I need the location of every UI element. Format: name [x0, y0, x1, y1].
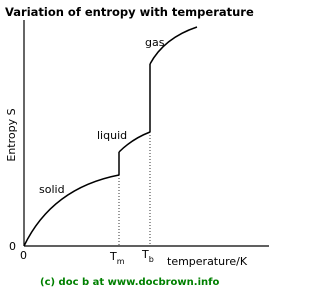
phase-label: liquid	[97, 129, 127, 142]
title: Variation of entropy with temperature	[5, 5, 254, 19]
gas-curve	[149, 26, 198, 65]
label-part: m	[117, 257, 125, 266]
x-axis-label: temperature/K	[167, 255, 248, 268]
x-tick-label: Tm	[109, 250, 125, 266]
label-part: T	[141, 248, 149, 261]
origin-label: 0	[20, 249, 27, 262]
phase-label: solid	[39, 183, 65, 196]
credit: (c) doc b at www.docbrown.info	[40, 277, 219, 288]
y-axis-label: Entropy S	[5, 108, 18, 161]
origin-label: 0	[9, 240, 16, 253]
x-tick-label: Tb	[141, 248, 154, 264]
label-part: b	[149, 255, 154, 264]
liquid-curve	[118, 131, 151, 153]
phase-label: gas	[145, 36, 165, 49]
solid-curve	[23, 174, 120, 247]
diagram: Variation of entropy with temperature En…	[0, 0, 273, 290]
label-part: T	[109, 250, 117, 263]
background	[0, 0, 273, 290]
